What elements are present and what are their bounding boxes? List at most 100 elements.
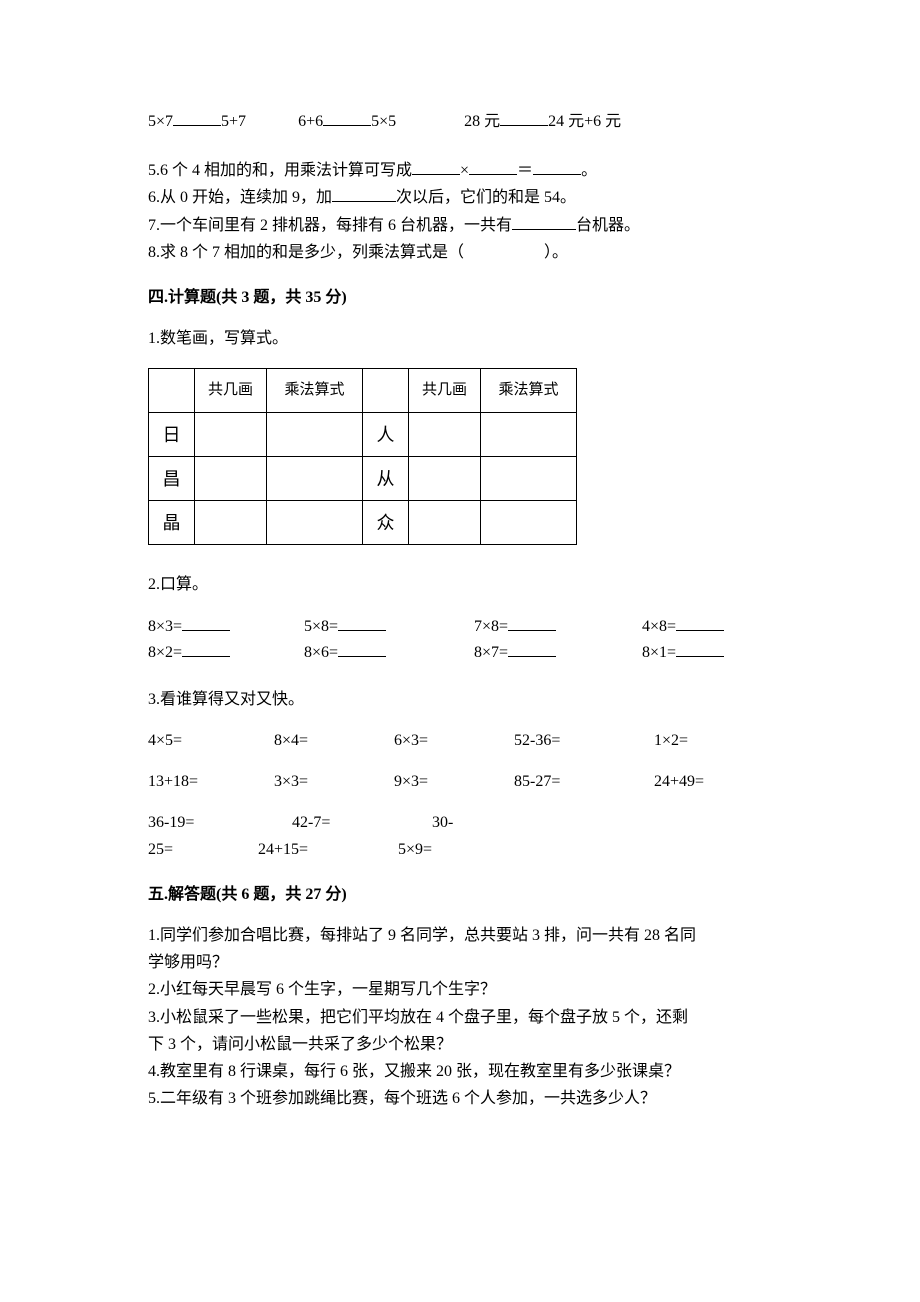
mental-blank[interactable] — [182, 641, 230, 657]
stroke-row: 晶 众 — [149, 501, 577, 545]
fill-q6-pre: 6.从 0 开始，连续加 9，加 — [148, 189, 332, 206]
stroke-th-empty-left — [149, 369, 195, 413]
stroke-char: 从 — [363, 457, 409, 501]
compare-a-right: 5+7 — [221, 110, 246, 133]
stroke-expr-cell[interactable] — [267, 501, 363, 545]
stroke-expr-cell[interactable] — [481, 457, 577, 501]
compare-c-left: 28 元 — [464, 110, 500, 133]
section5-q2: 2.小红每天早晨写 6 个生字，一星期写几个生字？ — [148, 978, 776, 1001]
section5-q4: 4.教室里有 8 行课桌，每行 6 张，又搬来 20 张，现在教室里有多少张课桌… — [148, 1060, 776, 1083]
fill-q5-blank3[interactable] — [533, 159, 581, 175]
stroke-th-empty-right — [363, 369, 409, 413]
compare-b-left: 6+6 — [298, 110, 323, 133]
compare-a-blank[interactable] — [173, 110, 221, 126]
mental-blank[interactable] — [676, 615, 724, 631]
mental-item: 5×8= — [304, 615, 474, 638]
fill-q6-post: 次以后，它们的和是 54。 — [396, 189, 576, 206]
compare-c-blank[interactable] — [500, 110, 548, 126]
mental-item: 8×3= — [148, 615, 304, 638]
mental-expression: 8×6= — [304, 644, 338, 661]
mental-expression: 8×7= — [474, 644, 508, 661]
fill-q7-blank[interactable] — [512, 214, 576, 230]
section5-header: 五.解答题(共 6 题，共 27 分) — [148, 883, 776, 906]
section5-q5: 5.二年级有 3 个班参加跳绳比赛，每个班选 6 个人参加，一共选多少人？ — [148, 1087, 776, 1110]
mental-row: 8×2= 8×6= 8×7= 8×1= — [148, 641, 776, 664]
section4-q1-title: 1.数笔画，写算式。 — [148, 327, 776, 350]
stroke-count-cell[interactable] — [195, 457, 267, 501]
stroke-char: 众 — [363, 501, 409, 545]
stroke-expr-cell[interactable] — [481, 413, 577, 457]
fast-expression: 52-36= — [514, 729, 654, 752]
fill-q5-blank1[interactable] — [412, 159, 460, 175]
mental-expression: 7×8= — [474, 618, 508, 635]
stroke-count-cell[interactable] — [409, 457, 481, 501]
fast-expression: 24+15= — [258, 838, 398, 861]
fast-row: 36-19=42-7=30- — [148, 811, 776, 834]
mental-blank[interactable] — [508, 615, 556, 631]
mental-blank[interactable] — [182, 615, 230, 631]
section4-header: 四.计算题(共 3 题，共 35 分) — [148, 286, 776, 309]
mental-expression: 4×8= — [642, 618, 676, 635]
compare-c-right: 24 元+6 元 — [548, 110, 621, 133]
mental-blank[interactable] — [508, 641, 556, 657]
compare-a-left: 5×7 — [148, 110, 173, 133]
stroke-th-count-left: 共几画 — [195, 369, 267, 413]
mental-item: 8×7= — [474, 641, 642, 664]
section5-q1b: 学够用吗？ — [148, 951, 776, 974]
fast-expression: 4×5= — [148, 729, 274, 752]
section5-q3b: 下 3 个，请问小松鼠一共采了多少个松果？ — [148, 1033, 776, 1056]
stroke-expr-cell[interactable] — [267, 457, 363, 501]
stroke-table-header-row: 共几画 乘法算式 共几画 乘法算式 — [149, 369, 577, 413]
mental-expression: 8×1= — [642, 644, 676, 661]
section4-q2-title: 2.口算。 — [148, 573, 776, 596]
mental-expression: 8×2= — [148, 644, 182, 661]
stroke-count-cell[interactable] — [195, 501, 267, 545]
stroke-count-cell[interactable] — [409, 501, 481, 545]
fill-q7-post: 台机器。 — [576, 217, 640, 234]
fill-q7: 7.一个车间里有 2 排机器，每排有 6 台机器，一共有台机器。 — [148, 214, 776, 237]
mental-item: 7×8= — [474, 615, 642, 638]
fill-q5-times: × — [460, 162, 469, 179]
fast-row: 13+18=3×3=9×3=85-27=24+49= — [148, 770, 776, 793]
stroke-expr-cell[interactable] — [267, 413, 363, 457]
stroke-char: 昌 — [149, 457, 195, 501]
stroke-th-expr-left: 乘法算式 — [267, 369, 363, 413]
fast-expression: 1×2= — [654, 729, 714, 752]
fast-expression: 25= — [148, 838, 258, 861]
mental-expression: 5×8= — [304, 618, 338, 635]
fast-expression: 6×3= — [394, 729, 514, 752]
mental-calc-block: 8×3=5×8= 7×8= 4×8= 8×2= 8×6= 8×7= 8×1= — [148, 615, 776, 664]
stroke-count-cell[interactable] — [409, 413, 481, 457]
fill-q6: 6.从 0 开始，连续加 9，加 次以后，它们的和是 54。 — [148, 186, 776, 209]
fast-expression: 13+18= — [148, 770, 274, 793]
fill-q5-blank2[interactable] — [469, 159, 517, 175]
fill-q5-eq: ＝ — [517, 162, 533, 179]
mental-row: 8×3=5×8= 7×8= 4×8= — [148, 615, 776, 638]
mental-item: 8×2= — [148, 641, 304, 664]
stroke-expr-cell[interactable] — [481, 501, 577, 545]
fast-expression: 85-27= — [514, 770, 654, 793]
stroke-row: 昌 从 — [149, 457, 577, 501]
stroke-th-count-right: 共几画 — [409, 369, 481, 413]
stroke-table: 共几画 乘法算式 共几画 乘法算式 日 人 昌 从 晶 众 — [148, 368, 577, 545]
fill-q6-blank[interactable] — [332, 186, 396, 202]
mental-blank[interactable] — [338, 641, 386, 657]
stroke-count-cell[interactable] — [195, 413, 267, 457]
fast-calc-block: 4×5=8×4=6×3=52-36=1×2= 13+18=3×3=9×3=85-2… — [148, 729, 776, 861]
fast-row: 4×5=8×4=6×3=52-36=1×2= — [148, 729, 776, 752]
fast-expression: 36-19= — [148, 811, 292, 834]
mental-blank[interactable] — [338, 615, 386, 631]
fast-expression: 24+49= — [654, 770, 724, 793]
fill-q8: 8.求 8 个 7 相加的和是多少，列乘法算式是（ ）。 — [148, 241, 776, 264]
compare-b-blank[interactable] — [323, 110, 371, 126]
fast-expression: 30- — [432, 811, 482, 834]
mental-item: 4×8= — [642, 615, 722, 638]
mental-blank[interactable] — [676, 641, 724, 657]
fill-q5: 5.6 个 4 相加的和，用乘法计算可写成×＝。 — [148, 159, 776, 182]
fill-q5-pre: 5.6 个 4 相加的和，用乘法计算可写成 — [148, 162, 412, 179]
mental-item: 8×1= — [642, 641, 722, 664]
stroke-th-expr-right: 乘法算式 — [481, 369, 577, 413]
fast-expression: 9×3= — [394, 770, 514, 793]
fast-row: 25=24+15=5×9= — [148, 838, 776, 861]
compare-row: 5×75+7 6+65×5 28 元24 元+6 元 — [148, 110, 776, 133]
